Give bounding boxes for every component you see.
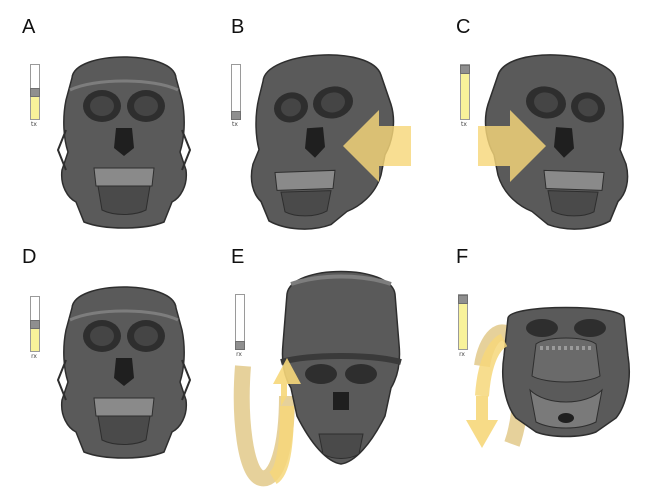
- slider-thumb[interactable]: [231, 111, 241, 120]
- slider-fill: [459, 295, 467, 349]
- slider-thumb[interactable]: [235, 341, 245, 350]
- slider-thumb[interactable]: [458, 295, 468, 304]
- slider-label: rx: [459, 351, 465, 358]
- slider-fill: [31, 325, 39, 351]
- panel-c: C tx: [442, 0, 663, 246]
- rotate-arrow-front: [268, 405, 294, 484]
- skull-turned-right-view: [484, 54, 629, 230]
- slider-thumb[interactable]: [30, 88, 40, 97]
- slider-fill: [31, 93, 39, 119]
- skull-illustration: [233, 270, 402, 487]
- panel-e: E rx: [221, 246, 442, 492]
- arrow-left-icon: [343, 110, 411, 182]
- rotate-arrow-up-icon: [273, 358, 301, 406]
- panel-label: C: [456, 16, 471, 38]
- arrow-right-icon: [478, 110, 546, 182]
- panel-label: A: [22, 16, 36, 38]
- slider-label: rx: [31, 353, 37, 360]
- skull-front-view: [56, 286, 192, 459]
- slider-label: rx: [236, 351, 242, 358]
- skull-illustration: [478, 54, 629, 230]
- rotate-arrow-down-icon: [466, 396, 498, 448]
- skull-illustration: [56, 286, 192, 459]
- skull-front-view: [56, 56, 192, 229]
- slider-thumb[interactable]: [460, 65, 470, 74]
- panel-label: D: [22, 246, 37, 268]
- slider-thumb[interactable]: [30, 320, 40, 329]
- tx-slider[interactable]: [30, 64, 40, 120]
- slider-label: tx: [31, 121, 37, 128]
- panel-a: A tx: [0, 0, 221, 246]
- panel-label: B: [231, 16, 245, 38]
- skull-illustration: [56, 56, 192, 229]
- panel-label: F: [456, 246, 469, 268]
- tx-slider[interactable]: [231, 64, 241, 120]
- skull-top-tilted-view: [280, 270, 402, 465]
- skull-bottom-tilted-view: [501, 306, 631, 438]
- slider-fill: [461, 65, 469, 119]
- skull-turned-left-view: [250, 54, 395, 230]
- rx-slider[interactable]: [30, 296, 40, 352]
- panel-f: F rx: [442, 246, 663, 492]
- skull-illustration: [250, 54, 411, 230]
- slider-label: tx: [461, 121, 467, 128]
- panel-label: E: [231, 246, 245, 268]
- panel-b: B tx: [221, 0, 442, 246]
- skull-illustration: [466, 306, 631, 448]
- rotate-arrow-front: [475, 333, 508, 397]
- tx-slider[interactable]: [460, 64, 470, 120]
- panel-d: D rx: [0, 246, 221, 492]
- slider-label: tx: [232, 121, 238, 128]
- rx-slider[interactable]: [235, 294, 245, 350]
- rx-slider[interactable]: [458, 294, 468, 350]
